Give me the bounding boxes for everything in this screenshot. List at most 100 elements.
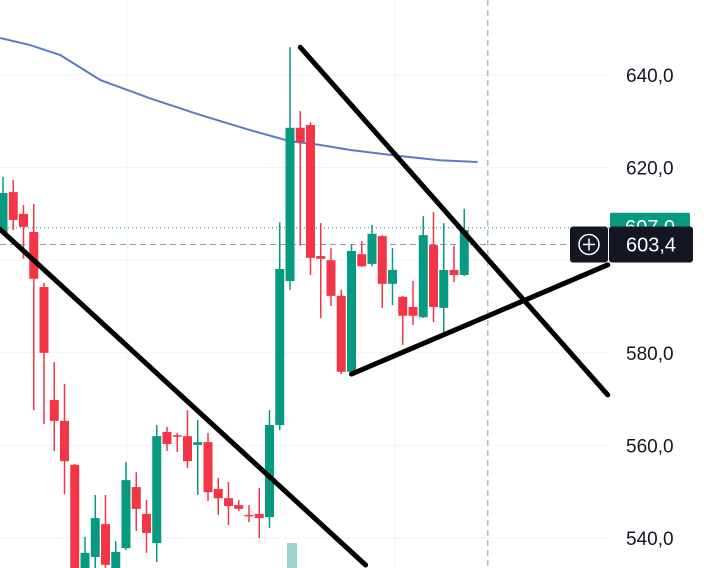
- candle-body: [367, 233, 377, 264]
- plus-circle-icon[interactable]: [578, 233, 600, 256]
- trendline[interactable]: [0, 226, 369, 568]
- candle-body: [142, 513, 151, 533]
- candle: [285, 47, 295, 290]
- candle-body: [224, 498, 233, 507]
- candle: [101, 494, 110, 568]
- candle: [203, 432, 213, 501]
- candle-body: [244, 514, 254, 517]
- candle: [408, 281, 418, 326]
- candle: [172, 432, 182, 452]
- candle: [388, 248, 397, 306]
- candle-body: [449, 269, 459, 276]
- candle-body: [357, 254, 367, 267]
- moving-average-line: [0, 36, 478, 164]
- candle-body: [121, 480, 131, 549]
- candle-body: [398, 296, 408, 316]
- candle-body: [254, 513, 264, 519]
- candle-body: [111, 551, 121, 568]
- candle-body: [152, 436, 162, 544]
- candle-body: [347, 250, 356, 372]
- price-tick-label: 620,0: [626, 159, 674, 180]
- candle: [8, 180, 18, 231]
- candle-body: [0, 193, 8, 233]
- candle: [213, 477, 223, 515]
- moving-average-layer: [0, 36, 478, 164]
- candle-body: [101, 524, 110, 565]
- volume-bar: [287, 543, 297, 568]
- candle: [295, 111, 305, 246]
- candle: [70, 463, 80, 568]
- grid: [0, 0, 608, 568]
- candle-body: [234, 505, 244, 509]
- candle-body: [8, 192, 18, 220]
- candle-body: [49, 400, 59, 421]
- candle: [162, 426, 172, 451]
- candle-body: [39, 287, 49, 353]
- candle: [326, 248, 336, 307]
- candle: [29, 204, 39, 411]
- candle: [347, 244, 356, 374]
- candle: [121, 462, 131, 551]
- candle-body: [213, 488, 223, 499]
- candle: [39, 282, 49, 425]
- candle-body: [29, 231, 39, 279]
- candle: [60, 383, 69, 495]
- candle-body: [172, 435, 182, 437]
- crosshair-tag[interactable]: 603,4: [570, 226, 693, 263]
- candle: [49, 362, 59, 451]
- candle-body: [203, 442, 213, 493]
- trendline[interactable]: [349, 262, 611, 377]
- candle-body: [275, 268, 285, 426]
- candle: [0, 176, 8, 235]
- candle-body: [388, 269, 397, 284]
- candle-body: [459, 230, 469, 276]
- candle-body: [193, 442, 203, 445]
- candle: [449, 245, 459, 282]
- candle-body: [429, 244, 438, 307]
- trendlines-layer[interactable]: [0, 44, 611, 568]
- candle-body: [19, 213, 28, 227]
- candle: [357, 241, 367, 268]
- price-tick-label: 640,0: [626, 66, 674, 87]
- candle: [418, 216, 428, 319]
- trendline[interactable]: [297, 44, 611, 398]
- candle: [142, 500, 151, 553]
- candle: [90, 494, 100, 568]
- candle: [234, 500, 244, 512]
- candle-body: [90, 518, 100, 557]
- volume-layer: [287, 543, 297, 568]
- crosshair-price-tag-bg: [609, 226, 693, 263]
- candle: [275, 222, 285, 431]
- candle-body: [295, 127, 305, 143]
- candle-body: [316, 256, 326, 259]
- candle-body: [377, 236, 387, 284]
- candle-body: [60, 420, 69, 462]
- candle: [244, 505, 254, 523]
- candle: [265, 410, 274, 528]
- candle-body: [306, 125, 315, 258]
- candle: [336, 289, 346, 375]
- candle: [439, 223, 449, 332]
- candle-body: [131, 487, 141, 509]
- candle-body: [183, 436, 192, 462]
- candle: [224, 481, 233, 526]
- candle-body: [326, 260, 336, 296]
- candle: [152, 425, 162, 563]
- candle-body: [265, 425, 274, 518]
- candle: [429, 212, 438, 323]
- candle-body: [162, 431, 172, 445]
- candle: [459, 208, 469, 276]
- candle: [254, 487, 264, 538]
- price-axis[interactable]: 540,0 560,0 580,0 620,0 640,0: [626, 66, 674, 550]
- candle-body: [285, 127, 295, 282]
- candles-layer: [0, 47, 469, 568]
- candle: [316, 223, 326, 319]
- price-tick-label: 560,0: [626, 436, 674, 457]
- candle: [193, 419, 203, 495]
- candle: [306, 122, 315, 276]
- price-tick-label: 540,0: [626, 529, 674, 550]
- candle: [398, 295, 408, 345]
- candle: [377, 235, 387, 308]
- candle: [111, 541, 121, 568]
